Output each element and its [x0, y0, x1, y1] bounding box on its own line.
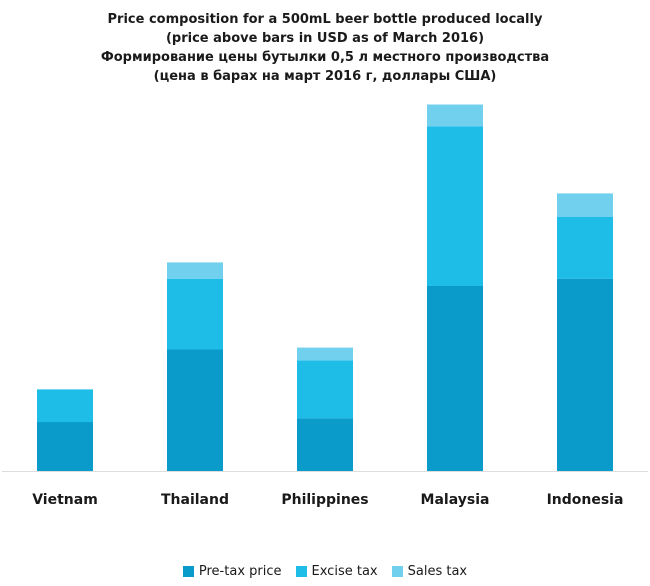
- title-line-2: (price above bars in USD as of March 201…: [165, 31, 485, 46]
- bar-vietnam-series-0: [37, 422, 93, 471]
- chart-title: Price composition for a 500mL beer bottl…: [0, 10, 650, 86]
- title-line-3: Формирование цены бутылки 0,5 л местного…: [100, 50, 550, 65]
- legend-label-excise: Excise tax: [311, 564, 378, 579]
- bar-thailand-series-2: [167, 262, 223, 279]
- chart-legend: Pre-tax price Excise tax Sales tax: [0, 564, 650, 579]
- bar-philippines-series-0: [297, 418, 353, 471]
- category-label-philippines: Philippines: [281, 492, 368, 508]
- bar-thailand-series-0: [167, 349, 223, 471]
- legend-item-sales: Sales tax: [391, 564, 468, 579]
- category-label-malaysia: Malaysia: [421, 492, 490, 508]
- bar-indonesia-series-2: [557, 193, 613, 217]
- bar-indonesia-series-1: [557, 217, 613, 279]
- category-label-thailand: Thailand: [161, 492, 229, 508]
- legend-item-pre-tax: Pre-tax price: [182, 564, 282, 579]
- stacked-bar-chart: Vietnam Thailand Philippines Malaysia Indone…: [2, 104, 648, 508]
- bar-indonesia-series-0: [557, 278, 613, 471]
- legend-swatch-excise: [295, 566, 307, 577]
- bar-vietnam-series-1: [37, 389, 93, 423]
- legend-swatch-pre-tax: [182, 566, 194, 577]
- bar-philippines-series-1: [297, 360, 353, 419]
- legend-swatch-sales: [391, 566, 403, 577]
- legend-label-pre-tax: Pre-tax price: [198, 564, 282, 579]
- category-label-vietnam: Vietnam: [32, 492, 98, 508]
- legend-item-excise: Excise tax: [295, 564, 378, 579]
- category-label-indonesia: Indonesia: [547, 492, 624, 508]
- bar-thailand-series-1: [167, 278, 223, 350]
- title-line-4: (цена в барах на март 2016 г, доллары СШ…: [153, 69, 497, 84]
- bar-philippines-series-2: [297, 347, 353, 361]
- bar-malaysia-series-0: [427, 285, 483, 471]
- bar-malaysia-series-2: [427, 104, 483, 127]
- title-line-1: Price composition for a 500mL beer bottl…: [107, 12, 543, 27]
- legend-label-sales: Sales tax: [407, 564, 468, 579]
- bar-malaysia-series-1: [427, 126, 483, 286]
